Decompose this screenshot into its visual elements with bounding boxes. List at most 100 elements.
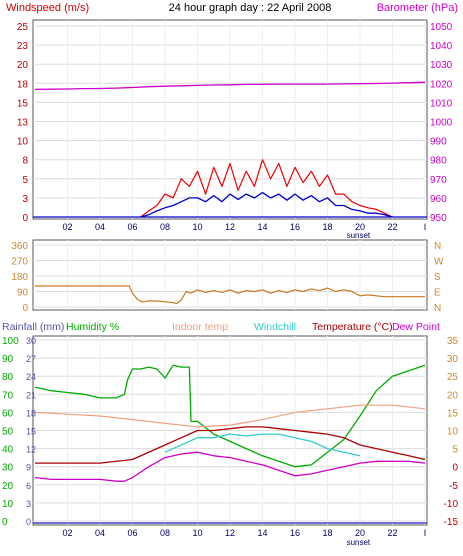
x-tick-label: I [424,222,427,232]
y2-tick-label: 980 [430,156,447,167]
series-gust [140,159,393,218]
x-tick-label: 20 [355,222,365,232]
y2-tick-label: W [434,257,444,268]
y2-tick-label: 990 [430,137,447,148]
rain-tick-label: 12 [26,445,36,455]
temp-tick-label: 20 [447,390,459,401]
humidity-tick-label: 0 [2,517,8,528]
x-tick-label: 12 [225,222,235,232]
x-tick-label: 22 [387,222,397,232]
y2-tick-label: 950 [430,213,447,224]
y-tick-label: 5 [22,175,28,186]
temp-tick-label: 35 [447,336,459,347]
rain-tick-label: 18 [26,408,36,418]
rain-tick-label: 6 [26,481,31,491]
humidity-tick-label: 100 [2,336,19,347]
humidity-tick-label: 50 [2,427,14,438]
temp-tick-label: -10 [444,499,459,510]
series-wind-direction [35,285,425,305]
y-tick-label: 270 [11,257,28,268]
temp-tick-label: -15 [444,517,459,528]
y-tick-label: 25 [17,22,29,33]
x-tick-label: 08 [160,222,170,232]
series-average-wind [140,191,393,218]
rainfall-header: Rainfall (mm) [2,321,64,333]
x-tick-label: 02 [62,222,72,232]
x-tick-label: 16 [290,222,300,232]
humidity-tick-label: 60 [2,408,14,419]
barometer-header: Barometer (hPa) [377,2,458,14]
y-tick-label: 360 [11,241,28,252]
y2-tick-label: 1040 [430,41,453,52]
humidity-tick-label: 40 [2,445,14,456]
temp-tick-label: -5 [449,481,458,492]
humidity-tick-label: 10 [2,499,14,510]
series-dewpoint [34,451,426,482]
y2-tick-label: 1030 [430,60,453,71]
sunset-label: sunset [347,231,371,240]
y-tick-label: 90 [17,288,29,299]
rain-tick-label: 0 [26,517,31,527]
rain-tick-label: 15 [26,427,36,437]
temp-tick-label: 0 [452,463,458,474]
sunset-label: sunset [347,538,371,547]
x-tick-label: 08 [160,528,170,538]
x-tick-label: 06 [127,222,137,232]
x-tick-label: 06 [127,528,137,538]
x-tick-label: 02 [62,528,72,538]
rain-tick-label: 9 [26,463,31,473]
y-tick-label: 15 [17,98,29,109]
chart-title: 24 hour graph day : 22 April 2008 [169,2,332,14]
y-tick-label: 13 [17,118,29,129]
y-tick-label: 23 [17,41,29,52]
humidity-tick-label: 30 [2,463,14,474]
rain-tick-label: 21 [26,390,36,400]
series-humidity [34,364,426,468]
series-indoor-temp [34,404,426,428]
humidity-tick-label: 70 [2,390,14,401]
x-tick-label: 10 [192,222,202,232]
x-tick-label: 12 [225,528,235,538]
y2-tick-label: 1010 [430,98,453,109]
x-tick-label: 18 [322,222,332,232]
temp-tick-label: 5 [452,445,458,456]
windspeed-header: Windspeed (m/s) [6,2,89,14]
y2-tick-label: N [434,303,441,314]
y-tick-label: 20 [17,60,29,71]
y-tick-label: 3 [22,194,28,205]
humidity-tick-label: 20 [2,481,14,492]
x-tick-label: I [424,528,427,538]
humidity-tick-label: 90 [2,354,14,365]
rain-tick-label: 30 [26,336,36,346]
temp-tick-label: 25 [447,372,459,383]
y-tick-label: 0 [22,213,28,224]
x-tick-label: 20 [355,528,365,538]
x-tick-label: 14 [257,222,267,232]
x-tick-label: 14 [257,528,267,538]
x-tick-label: 18 [322,528,332,538]
temp-tick-label: 10 [447,427,459,438]
y-tick-label: 0 [22,303,28,314]
y2-tick-label: 1000 [430,118,453,129]
y2-tick-label: 1020 [430,79,453,90]
temperature-header: Temperature (°C) [312,321,393,333]
y-tick-label: 8 [22,156,28,167]
y2-tick-label: S [434,272,441,283]
temp-tick-label: 30 [447,354,459,365]
x-tick-label: 10 [192,528,202,538]
y2-tick-label: 960 [430,194,447,205]
series-temperature [35,426,426,464]
y-tick-label: 180 [11,272,28,283]
series-barometer [34,81,426,91]
temp-tick-label: 15 [447,408,459,419]
y-tick-label: 18 [17,79,29,90]
humidity-tick-label: 80 [2,372,14,383]
rain-tick-label: 3 [26,499,31,509]
windchill-header: Windchill [254,321,296,333]
rain-tick-label: 27 [26,354,36,364]
y2-tick-label: 1050 [430,22,453,33]
y2-tick-label: 970 [430,175,447,186]
x-tick-label: 04 [95,222,105,232]
